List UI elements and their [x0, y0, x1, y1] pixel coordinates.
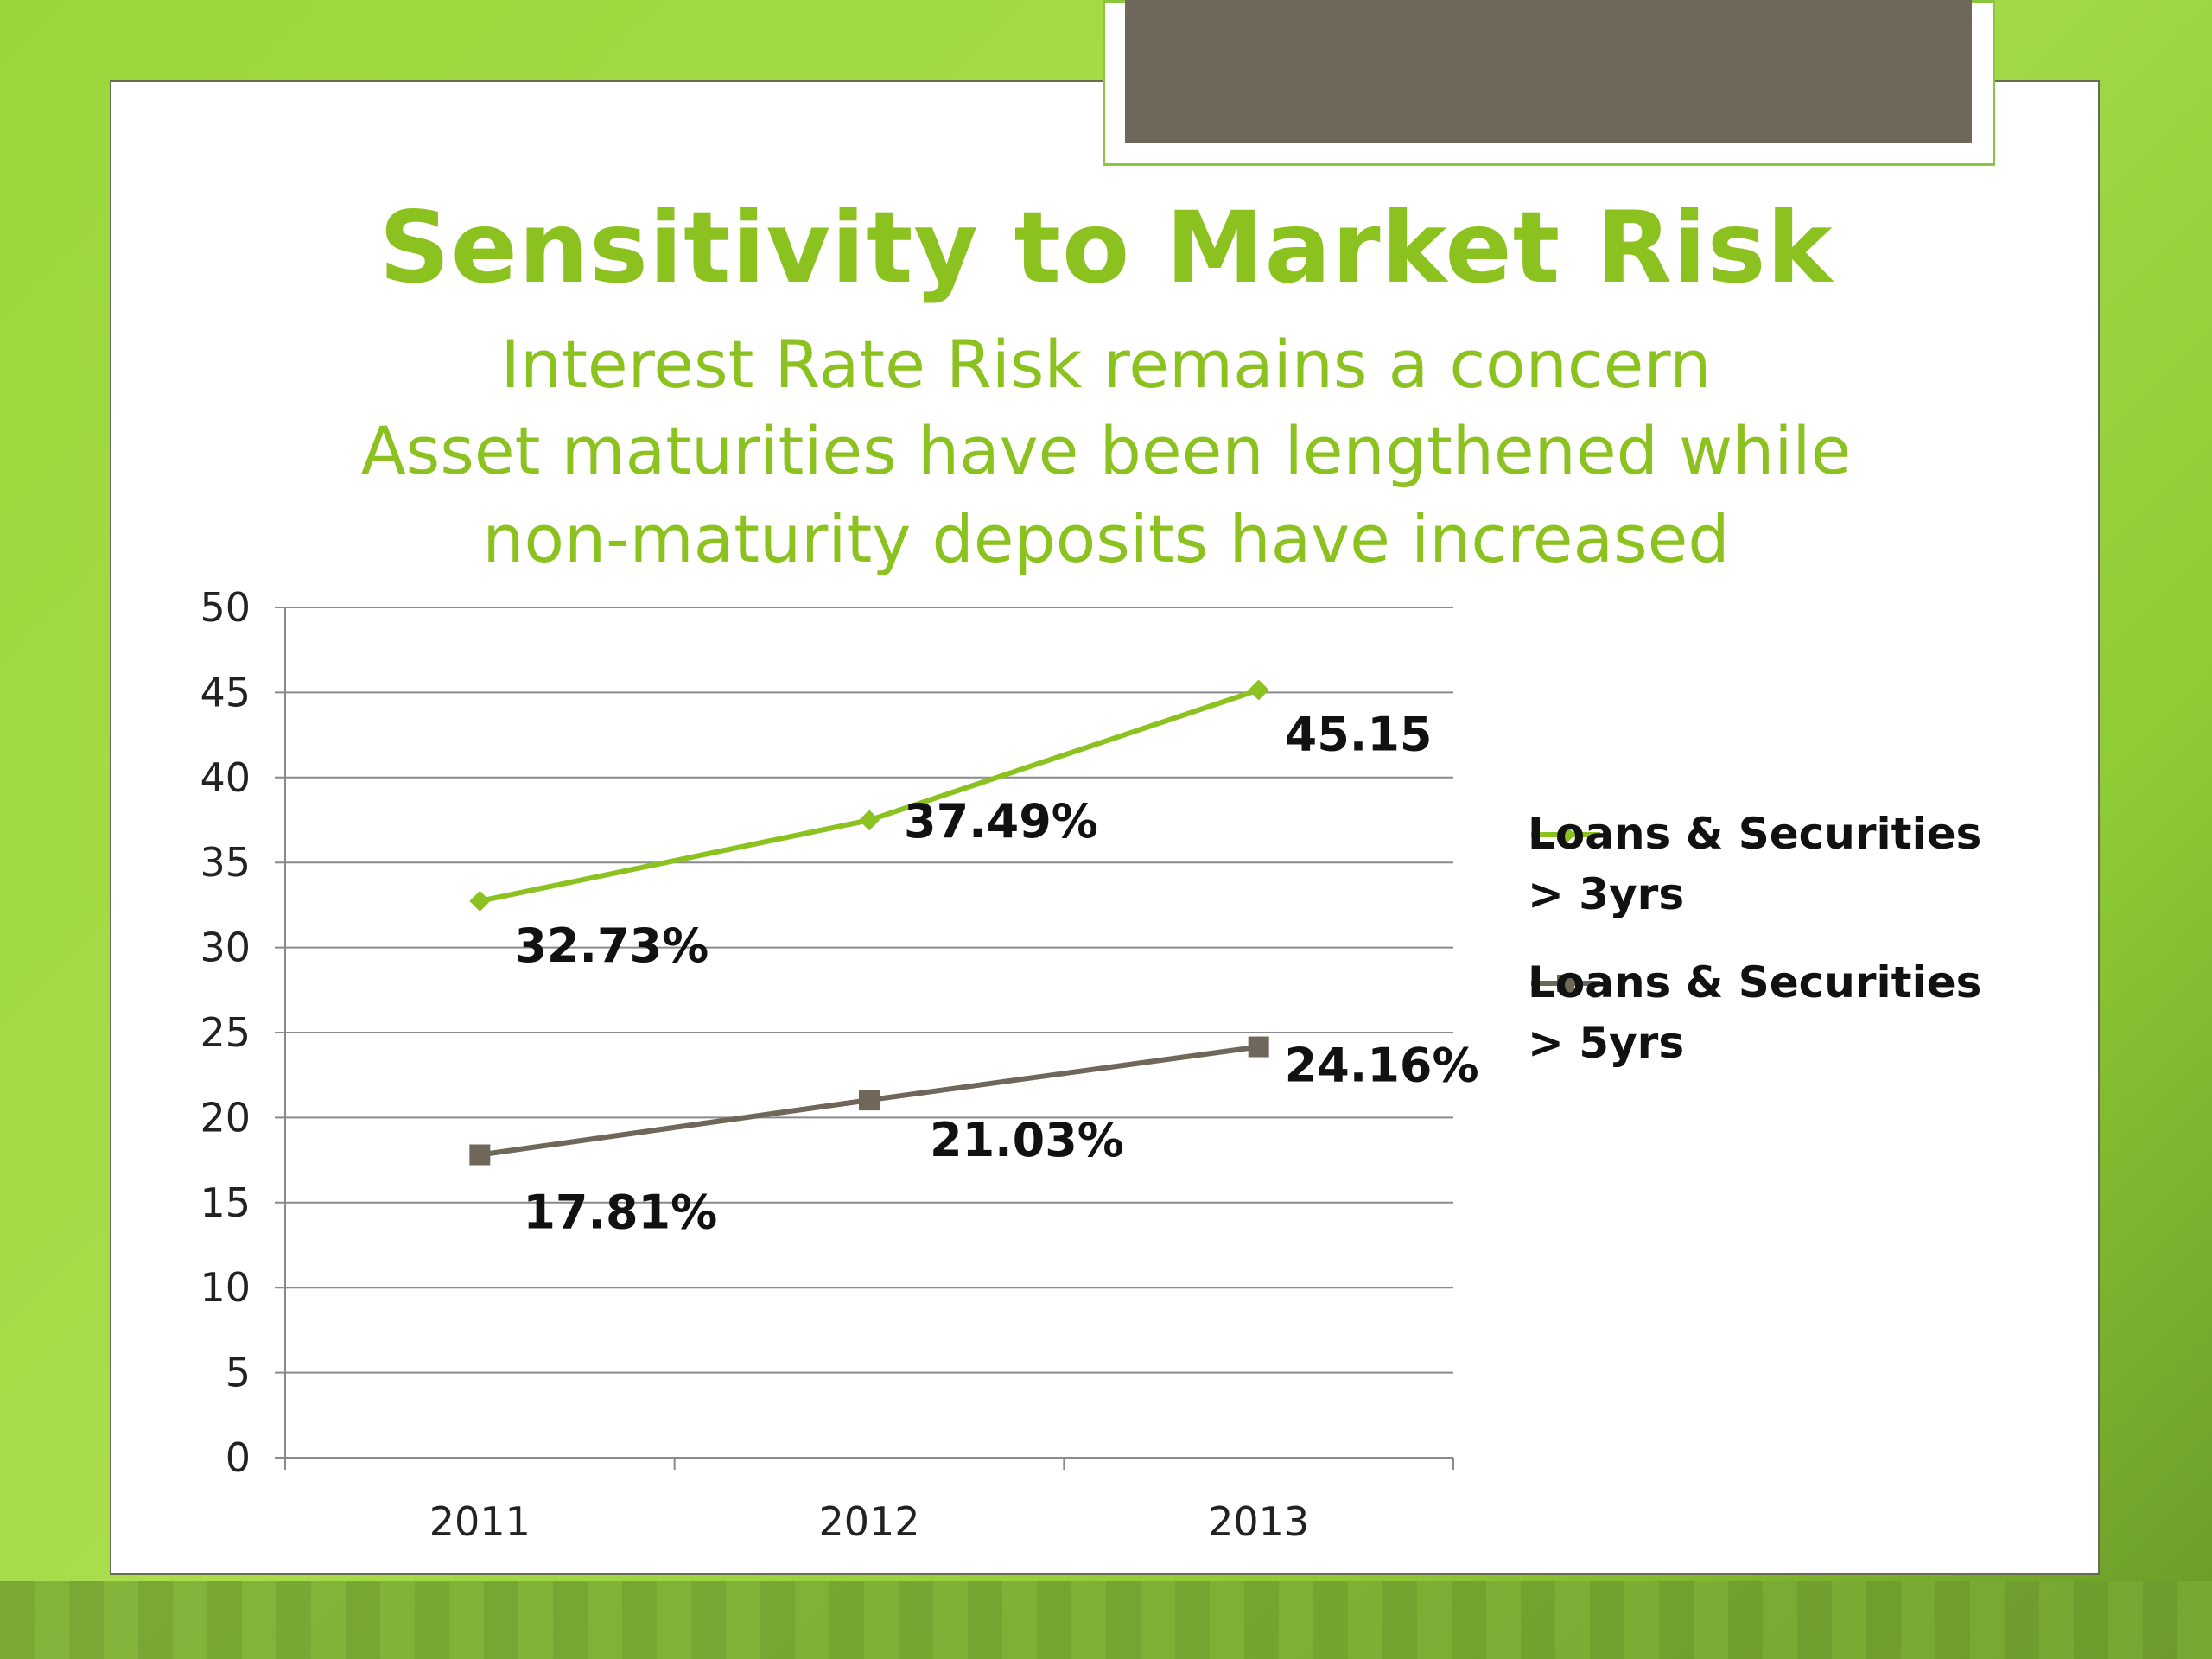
series-1-label-2011: 32.73% — [514, 918, 709, 973]
series-1-point-2013 — [1248, 679, 1269, 701]
y-tick-label-5: 5 — [226, 1350, 251, 1396]
y-tick-label-0: 0 — [226, 1434, 251, 1481]
legend-item-series-2: Loans & Securities > 5yrs — [1528, 952, 2063, 1073]
legend-item-series-1: Loans & Securities > 3yrs — [1528, 804, 2063, 925]
y-tick-label-15: 15 — [200, 1179, 251, 1226]
series-1-point-2012 — [859, 810, 880, 831]
y-tick-label-30: 30 — [200, 925, 251, 971]
series-2-point-2013 — [1248, 1036, 1269, 1058]
y-tick-label-25: 25 — [200, 1009, 251, 1056]
series-1-point-2011 — [469, 890, 491, 912]
series-1-label-2012: 37.49% — [904, 794, 1098, 849]
y-tick-label-35: 35 — [200, 839, 251, 886]
series-2-point-2012 — [859, 1090, 880, 1111]
y-tick-label-10: 10 — [200, 1264, 251, 1311]
series-2-point-2011 — [469, 1144, 491, 1166]
subtitle-line-3: non-maturity deposits have increased — [482, 500, 1730, 577]
slide-title: Sensitivity to Market Risk — [378, 190, 1834, 305]
x-tick-label-2013: 2013 — [1208, 1498, 1309, 1545]
x-tick-label-2012: 2012 — [818, 1498, 919, 1545]
series-1-label-2013: 45.15 — [1285, 707, 1433, 761]
legend-label-series-1-line-2: > 3yrs — [1528, 869, 1685, 919]
series-line-1 — [479, 687, 1260, 904]
legend-label-series-1-line-1: Loans & Securities — [1528, 809, 1982, 859]
series-2-label-2012: 21.03% — [930, 1113, 1124, 1167]
y-tick-label-20: 20 — [200, 1094, 251, 1141]
y-tick-label-50: 50 — [200, 584, 251, 631]
background-stripe — [0, 1581, 2212, 1659]
slide-card — [110, 80, 2100, 1575]
subtitle-line-1: Interest Rate Risk remains a concern — [500, 326, 1712, 403]
legend-marker-series-2 — [1531, 975, 1600, 992]
series-2-label-2011: 17.81% — [523, 1185, 717, 1239]
series-2-label-2013: 24.16% — [1285, 1039, 1479, 1093]
legend-marker-series-1 — [1531, 825, 1600, 844]
legend-label-series-2-line-2: > 5yrs — [1528, 1018, 1685, 1068]
header-tab — [1125, 0, 1972, 143]
subtitle-line-2: Asset maturities have been lengthened wh… — [360, 412, 1852, 489]
x-tick-label-2011: 2011 — [429, 1498, 531, 1545]
legend-label-series-2-line-1: Loans & Securities — [1528, 957, 1982, 1007]
y-tick-label-40: 40 — [200, 754, 251, 801]
y-tick-label-45: 45 — [200, 669, 251, 715]
